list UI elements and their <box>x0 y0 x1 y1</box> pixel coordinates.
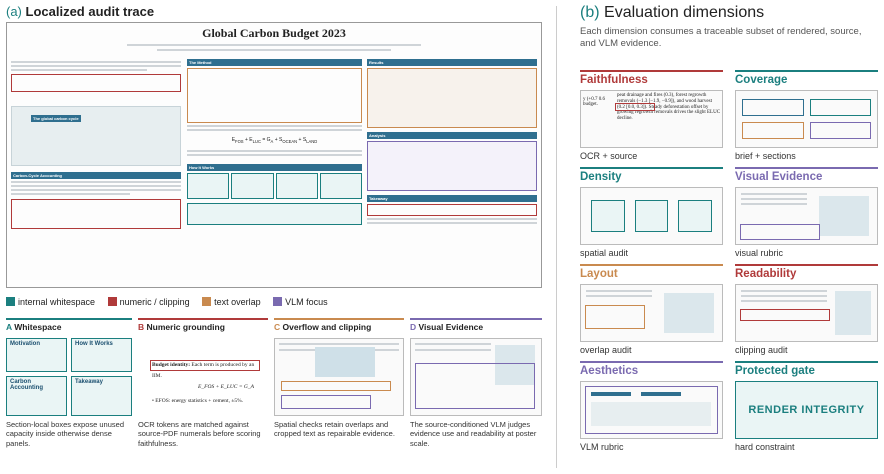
dim-layout: Layout overlap audit <box>580 264 723 355</box>
panel-letter: A <box>6 322 12 332</box>
dim-coverage: Coverage brief + sections <box>735 70 878 161</box>
panel-a-title: (a) Localized audit trace <box>6 4 154 19</box>
ocr-right: peat drainage and fires (0.3), forest re… <box>617 93 721 121</box>
ocr-left: y (+0.7 0.6 budget. <box>583 97 605 107</box>
poster-section-how-it-works: How It Works <box>187 164 362 171</box>
snippet-text-2: IIM. <box>152 373 162 379</box>
legend-label-overlap: text overlap <box>214 296 261 307</box>
dim-caption: VLM rubric <box>580 442 624 452</box>
aesthetics-thumbnail <box>580 381 723 439</box>
coverage-thumbnail <box>735 90 878 148</box>
panel-b-subtitle: Each dimension consumes a traceable subs… <box>580 26 862 50</box>
poster-section-method: The Method <box>187 59 362 66</box>
panel-letter: C <box>274 322 281 332</box>
poster-column-3: Results Analysis Takeaway <box>367 59 537 226</box>
visual-evidence-thumbnail <box>410 338 542 416</box>
panel-title: Numeric grounding <box>146 322 225 332</box>
panel-overflow: C Overflow and clipping Spatial checks r… <box>274 318 404 439</box>
dim-aesthetics: Aesthetics VLM rubric <box>580 361 723 452</box>
poster-column-2: The Method EFOS + ELUC = GA + SOCEAN + S… <box>187 59 362 225</box>
chip-carbon-accounting: Carbon Accounting <box>6 376 67 416</box>
legend-swatch-numeric <box>107 297 117 307</box>
render-integrity-badge: RENDER INTEGRITY <box>735 381 878 439</box>
chip-takeaway: Takeaway <box>71 376 132 416</box>
panel-b-heading: Evaluation dimensions <box>604 4 765 21</box>
dim-faithfulness: Faithfulness y (+0.7 0.6 budget. peat dr… <box>580 70 723 161</box>
snippet-formula: E_FOS + E_LUC = G_A <box>198 384 255 390</box>
dim-readability: Readability clipping audit <box>735 264 878 355</box>
dim-visual-evidence: Visual Evidence visual rubric <box>735 167 878 258</box>
poster-thumbnail: Global Carbon Budget 2023 The global car… <box>6 22 542 288</box>
snippet-bullet: • EFOS: energy statistics + cement, ±5%. <box>152 398 244 404</box>
panel-caption: Spatial checks retain overlaps and cropp… <box>274 420 395 439</box>
dim-protected-gate: Protected gate RENDER INTEGRITY hard con… <box>735 361 878 452</box>
column-divider <box>556 6 557 468</box>
dim-caption: spatial audit <box>580 248 629 258</box>
legend-swatch-whitespace <box>6 297 15 307</box>
dim-title: Density <box>580 167 723 183</box>
dim-caption: brief + sections <box>735 151 796 161</box>
dim-title: Faithfulness <box>580 70 723 86</box>
legend-swatch-vlm <box>273 297 283 307</box>
dim-title: Aesthetics <box>580 361 723 377</box>
panel-title: Whitespace <box>14 322 62 332</box>
dimension-grid: Faithfulness y (+0.7 0.6 budget. peat dr… <box>580 70 878 452</box>
panel-letter: D <box>410 322 417 332</box>
dim-density: Density spatial audit <box>580 167 723 258</box>
legend-swatch-overlap <box>202 297 212 307</box>
layout-thumbnail <box>580 284 723 342</box>
legend-label-whitespace: internal whitespace <box>18 296 96 307</box>
dim-title: Readability <box>735 264 878 280</box>
dim-caption: overlap audit <box>580 345 632 355</box>
snippet-text: Each term is produced by an <box>191 362 255 368</box>
legend: internal whitespace numeric / clipping t… <box>6 296 328 307</box>
panel-numeric: B Numeric grounding Budget identity: Eac… <box>138 318 268 448</box>
poster-column-1: The global carbon cycle Carbon-Cycle Acc… <box>11 59 181 229</box>
legend-label-numeric: numeric / clipping <box>119 296 190 307</box>
panel-caption: OCR tokens are matched against source-PD… <box>138 420 261 448</box>
poster-section-results: Results <box>367 59 537 66</box>
panel-caption: The source-conditioned VLM judges eviden… <box>410 420 537 448</box>
poster-section-takeaway: Takeaway <box>367 195 537 202</box>
visual-evidence-dim-thumbnail <box>735 187 878 245</box>
density-thumbnail <box>580 187 723 245</box>
snippet-label: Budget identity: <box>152 362 191 368</box>
dim-caption: hard constraint <box>735 442 795 452</box>
poster-title: Global Carbon Budget 2023 <box>202 26 346 40</box>
panel-b-label: (b) <box>580 4 600 21</box>
panel-title: Overflow and clipping <box>282 322 372 332</box>
dim-title: Coverage <box>735 70 878 86</box>
faithfulness-thumbnail: y (+0.7 0.6 budget. peat drainage and fi… <box>580 90 723 148</box>
panel-whitespace: A Whitespace Motivation How It Works Car… <box>6 318 132 448</box>
panel-a-label: (a) <box>6 4 22 19</box>
dim-title: Protected gate <box>735 361 878 377</box>
dim-title: Visual Evidence <box>735 167 878 183</box>
overflow-thumbnail <box>274 338 404 416</box>
poster-section-analysis: Analysis <box>367 132 537 139</box>
legend-label-vlm: VLM focus <box>285 296 328 307</box>
dim-caption: clipping audit <box>735 345 788 355</box>
chip-motivation: Motivation <box>6 338 67 372</box>
panel-caption: Section-local boxes expose unused capaci… <box>6 420 124 448</box>
readability-thumbnail <box>735 284 878 342</box>
panel-b-title: (b) Evaluation dimensions Each dimension… <box>580 4 870 51</box>
panel-title: Visual Evidence <box>418 322 484 332</box>
dim-caption: visual rubric <box>735 248 784 258</box>
chip-how-it-works: How It Works <box>71 338 132 372</box>
dim-caption: OCR + source <box>580 151 638 161</box>
dim-title: Layout <box>580 264 723 280</box>
poster-section-accounting: Carbon-Cycle Accounting <box>11 172 181 179</box>
panel-a-heading: Localized audit trace <box>25 4 155 19</box>
panel-letter: B <box>138 322 145 332</box>
panel-visual-evidence: D Visual Evidence The source-conditioned… <box>410 318 542 448</box>
poster-section-global-carbon-cycle: The global carbon cycle <box>31 115 81 122</box>
